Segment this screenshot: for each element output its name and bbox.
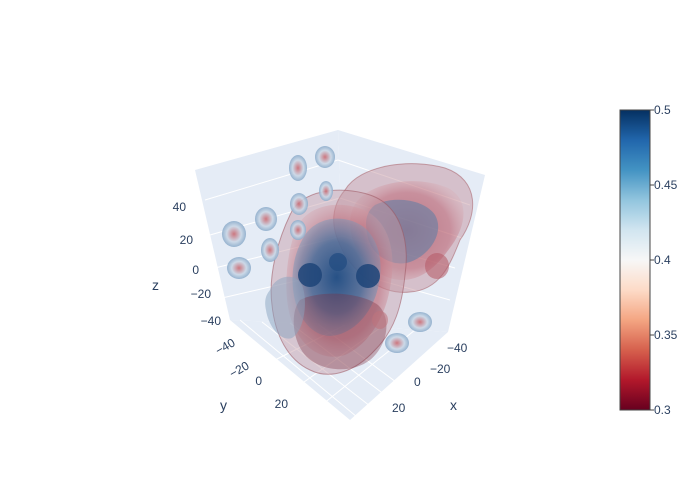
- volume-isosurfaces: [222, 146, 474, 375]
- small-blob-8: [319, 181, 333, 201]
- small-blob-1: [222, 221, 246, 247]
- y-tick-1: −40: [213, 335, 238, 357]
- core-node-3: [329, 253, 347, 271]
- small-blob-2: [227, 257, 251, 279]
- x-tick-2: −20: [430, 362, 451, 376]
- small-isosurfaces: [222, 146, 449, 353]
- x-tick-1: −40: [447, 341, 468, 355]
- small-blob-5: [289, 155, 307, 181]
- z-tick-3: 0: [192, 263, 199, 277]
- core-node-2: [356, 264, 380, 288]
- z-axis-title: z: [152, 277, 159, 293]
- z-tick-4: −20: [191, 287, 212, 301]
- y-tick-3: 0: [255, 374, 262, 388]
- small-blob-13: [372, 311, 388, 329]
- small-blob-6: [315, 146, 335, 168]
- z-tick-2: 20: [180, 233, 194, 247]
- x-axis: −40 −20 0 20 x: [392, 341, 468, 415]
- small-blob-3: [255, 207, 277, 231]
- core-node-1: [298, 263, 322, 287]
- z-tick-1: 40: [173, 200, 187, 214]
- grid-line: [204, 159, 339, 201]
- x-tick-4: 20: [392, 401, 406, 415]
- small-blob-12: [425, 253, 449, 279]
- colorbar-tick-label: 0.45: [654, 178, 678, 192]
- left-lobe: [265, 276, 305, 339]
- small-blob-11: [385, 333, 409, 353]
- grid-line: [239, 319, 358, 418]
- x-tick-3: 0: [414, 375, 421, 389]
- z-tick-5: −40: [201, 314, 222, 328]
- y-tick-4: 20: [275, 397, 289, 411]
- small-blob-7: [290, 193, 308, 215]
- small-blob-10: [408, 312, 432, 332]
- large-central-cluster: [265, 189, 407, 375]
- colorbar-tick-label: 0.3: [654, 403, 671, 417]
- z-axis: 40 20 0 −20 −40 z: [152, 200, 221, 328]
- colorbar-bar: [619, 109, 651, 411]
- colorbar-ticks: 0.5 0.45 0.4 0.35 0.3: [650, 103, 678, 417]
- colorbar-tick-label: 0.5: [654, 103, 671, 117]
- central-lower-lobe: [293, 293, 387, 370]
- central-blue-core: [292, 218, 381, 336]
- colorbar-tick-label: 0.4: [654, 253, 671, 267]
- y-axis-title: y: [220, 397, 227, 413]
- colorbar-tick-label: 0.35: [654, 328, 678, 342]
- x-axis-title: x: [450, 397, 457, 413]
- small-blob-4: [261, 238, 279, 262]
- colorbar: 0.5 0.45 0.4 0.35 0.3: [619, 103, 678, 417]
- y-tick-2: −20: [227, 358, 252, 380]
- small-blob-9: [290, 220, 306, 240]
